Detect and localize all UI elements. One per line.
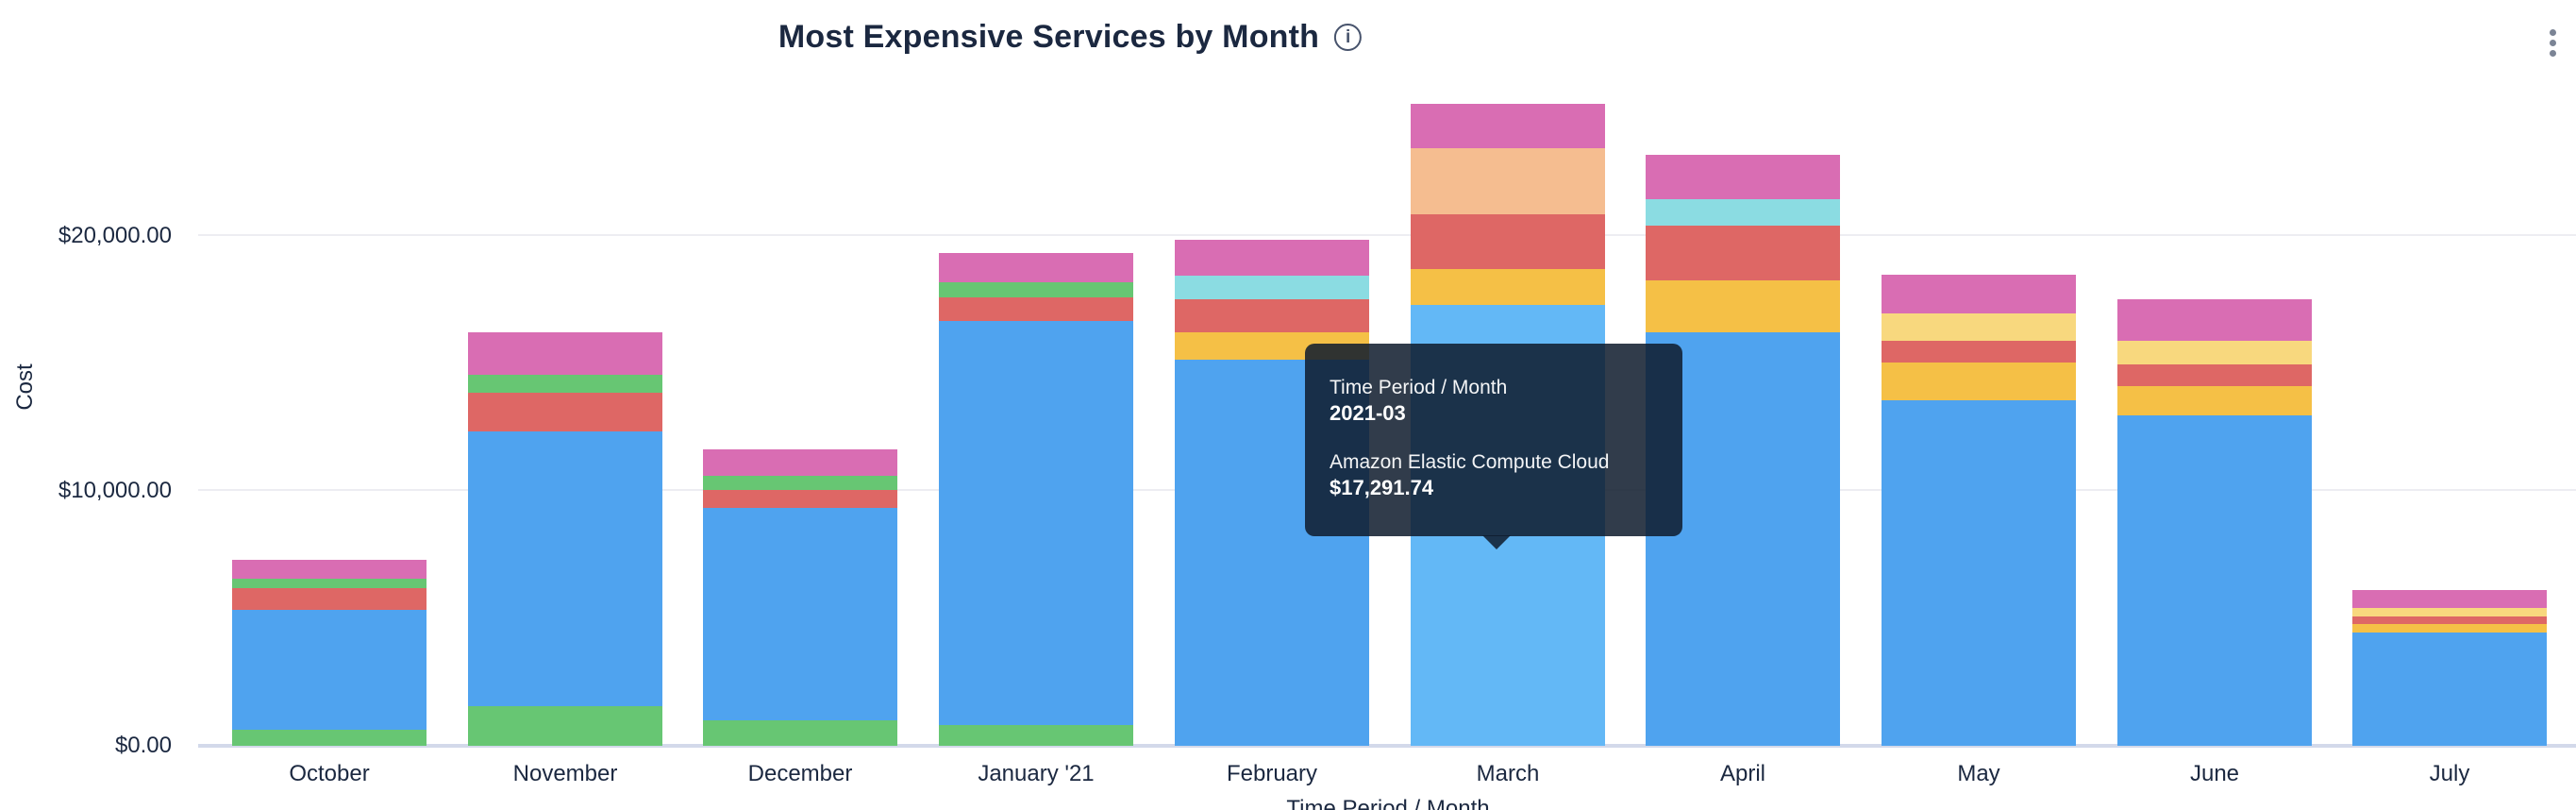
bar-segment-amber[interactable]	[1882, 362, 2076, 401]
y-tick-0: $0.00	[114, 733, 172, 758]
bar-segment-pink[interactable]	[703, 448, 897, 476]
bar-segment-red[interactable]	[1175, 299, 1369, 333]
bar-june[interactable]	[2117, 299, 2312, 746]
x-tick-november: November	[512, 761, 618, 786]
tooltip-dimension-label: Time Period / Month	[1330, 377, 1508, 398]
bar-segment-red[interactable]	[1411, 213, 1605, 269]
bar-segment-green[interactable]	[703, 719, 897, 746]
y-tick-20000: $20,000.00	[58, 223, 172, 248]
bar-segment-red[interactable]	[2117, 363, 2312, 386]
bar-segment-pink[interactable]	[2117, 299, 2312, 341]
bar-segment-amber[interactable]	[1646, 280, 1840, 333]
bar-november[interactable]	[468, 332, 662, 746]
bar-segment-pink[interactable]	[939, 253, 1133, 282]
bar-segment-peach[interactable]	[1411, 147, 1605, 214]
bar-segment-blue[interactable]	[703, 507, 897, 720]
bar-segment-red[interactable]	[703, 489, 897, 508]
bar-segment-pink[interactable]	[1411, 104, 1605, 148]
bar-segment-green[interactable]	[939, 281, 1133, 297]
bar-segment-green[interactable]	[468, 375, 662, 394]
bar-segment-pink[interactable]	[232, 560, 427, 580]
bar-segment-red[interactable]	[1882, 340, 2076, 363]
bar-segment-pale_yellow[interactable]	[1882, 313, 2076, 341]
bar-segment-pink[interactable]	[2352, 590, 2547, 609]
bar-segment-blue[interactable]	[2352, 633, 2547, 746]
bar-segment-pink[interactable]	[468, 332, 662, 376]
bar-may[interactable]	[1882, 274, 2076, 746]
bar-segment-pale_yellow[interactable]	[2352, 608, 2547, 616]
bar-segment-pale_yellow[interactable]	[2117, 340, 2312, 364]
info-icon[interactable]: i	[1334, 24, 1363, 51]
bar-segment-green[interactable]	[939, 725, 1133, 746]
y-tick-10000: $10,000.00	[58, 478, 172, 503]
bar-october[interactable]	[232, 560, 427, 746]
x-tick-february: February	[1226, 761, 1318, 786]
tooltip-series-value: $17,291.74	[1330, 476, 1434, 499]
x-tick-october: October	[289, 761, 370, 786]
bar-january----[interactable]	[939, 253, 1133, 746]
chart-header: Most Expensive Services by Month i	[778, 19, 1363, 56]
x-tick-april: April	[1719, 761, 1765, 786]
bar-segment-blue[interactable]	[2117, 415, 2312, 746]
x-tick-june: June	[2189, 761, 2240, 786]
bar-segment-amber[interactable]	[2352, 624, 2547, 633]
bar-segment-green[interactable]	[703, 475, 897, 490]
bar-segment-green[interactable]	[232, 579, 427, 589]
bar-segment-teal[interactable]	[1646, 198, 1840, 226]
bar-segment-red[interactable]	[939, 296, 1133, 322]
bar-segment-pink[interactable]	[1882, 274, 2076, 314]
bar-segment-pink[interactable]	[1646, 154, 1840, 199]
tooltip-series-label: Amazon Elastic Compute Cloud	[1330, 451, 1610, 473]
gridline-20000	[198, 234, 2576, 236]
x-tick-july: July	[2429, 761, 2470, 786]
bar-segment-blue[interactable]	[939, 321, 1133, 726]
y-axis-title: Cost	[12, 363, 38, 411]
kebab-dot	[2550, 40, 2556, 46]
bar-segment-red[interactable]	[1646, 225, 1840, 281]
x-tick-december: December	[747, 761, 853, 786]
bar-segment-blue[interactable]	[1882, 400, 2076, 746]
bar-segment-amber[interactable]	[2117, 385, 2312, 416]
tooltip-dimension-value: 2021-03	[1330, 401, 1406, 425]
bar-segment-blue[interactable]	[468, 430, 662, 707]
bar-segment-blue[interactable]	[232, 610, 427, 730]
bar-december[interactable]	[703, 448, 897, 746]
x-tick-march: March	[1476, 761, 1540, 786]
bar-segment-teal[interactable]	[1175, 276, 1369, 300]
bar-segment-pink[interactable]	[1175, 240, 1369, 277]
bar-segment-red[interactable]	[232, 588, 427, 611]
bar-segment-green[interactable]	[232, 730, 427, 746]
x-tick-may: May	[1957, 761, 2000, 786]
chart-tooltip: Time Period / Month 2021-03 Amazon Elast…	[1305, 344, 1682, 549]
bar-segment-green[interactable]	[468, 706, 662, 746]
bar-segment-amber[interactable]	[1411, 268, 1605, 306]
bar-segment-red[interactable]	[2352, 616, 2547, 625]
bar-segment-red[interactable]	[468, 393, 662, 431]
x-axis-line	[198, 744, 2576, 748]
x-tick-january----: January '21	[978, 761, 1095, 786]
bar-february[interactable]	[1175, 240, 1369, 746]
kebab-menu-icon[interactable]	[2548, 27, 2558, 59]
bar-july[interactable]	[2352, 590, 2547, 746]
tooltip-spacer	[1330, 427, 1658, 449]
page-title: Most Expensive Services by Month	[778, 19, 1320, 55]
kebab-dot	[2550, 50, 2556, 57]
x-axis-title: Time Period / Month	[1286, 796, 1490, 810]
kebab-dot	[2550, 29, 2556, 36]
